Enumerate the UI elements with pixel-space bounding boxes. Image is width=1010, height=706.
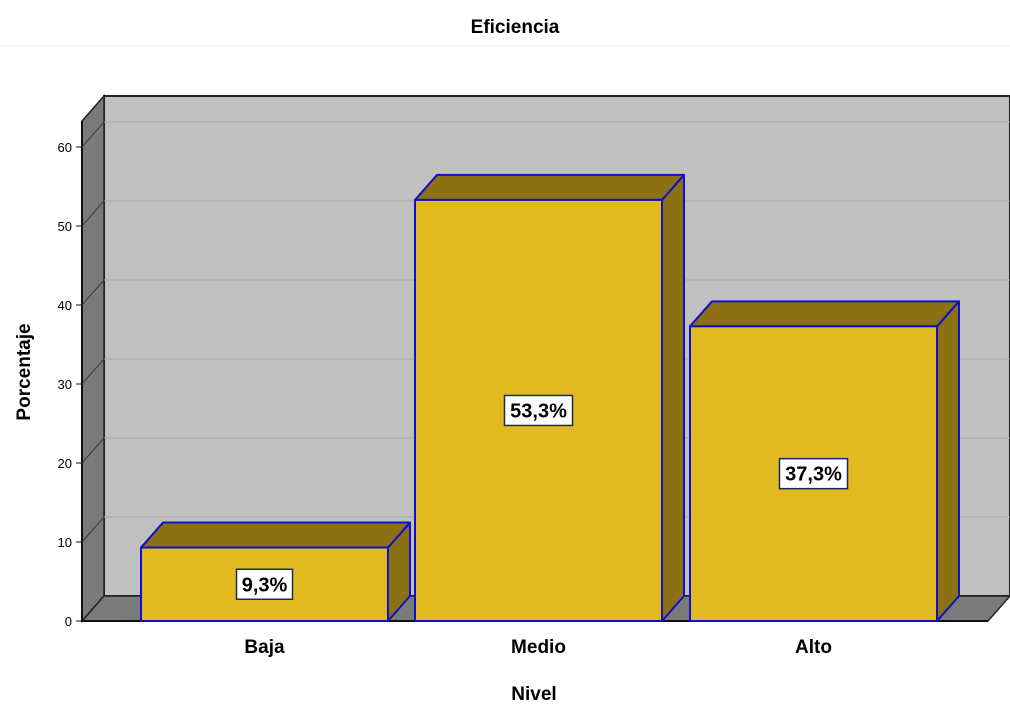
x-category-label: Medio bbox=[511, 637, 566, 658]
bar-baja: 9,3% bbox=[140, 521, 411, 623]
bar-medio: 53,3% bbox=[414, 173, 685, 622]
y-tick-label: 40 bbox=[58, 298, 72, 313]
gridline-wall bbox=[81, 437, 105, 464]
y-tick-label: 60 bbox=[58, 140, 72, 155]
gridline-wall bbox=[81, 358, 105, 385]
bar-alto: 37,3% bbox=[689, 300, 960, 622]
gridline-wall bbox=[81, 121, 105, 148]
data-label-box bbox=[503, 394, 574, 427]
chart-title: Eficiencia bbox=[471, 17, 560, 38]
plot-left-wall bbox=[81, 94, 105, 623]
gridline-wall bbox=[81, 516, 105, 543]
bar-top bbox=[140, 521, 411, 549]
x-category-label: Baja bbox=[244, 637, 285, 658]
y-tick-label: 30 bbox=[58, 377, 72, 392]
data-label-box bbox=[235, 568, 294, 601]
data-label: 37,3% bbox=[785, 464, 842, 486]
data-label: 53,3% bbox=[510, 400, 567, 422]
bar-side bbox=[661, 173, 685, 622]
bar-side bbox=[936, 300, 960, 622]
y-tick-label: 20 bbox=[58, 456, 72, 471]
data-label: 9,3% bbox=[242, 574, 288, 596]
bars: 9,3% 53,3% 37,3% bbox=[140, 173, 960, 623]
x-category-label: Alto bbox=[795, 637, 832, 658]
x-axis-title: Nivel bbox=[511, 684, 556, 705]
y-axis-title: Porcentaje bbox=[14, 323, 35, 420]
x-axis-labels: Baja Medio Alto bbox=[244, 637, 832, 658]
bar-top bbox=[689, 300, 960, 328]
bar-top bbox=[414, 173, 685, 201]
gridline-wall bbox=[81, 200, 105, 227]
y-tick-label: 10 bbox=[58, 535, 72, 550]
gridline-wall bbox=[81, 279, 105, 306]
data-label-box bbox=[778, 457, 849, 490]
y-tick-label: 50 bbox=[58, 219, 72, 234]
y-tick-label: 0 bbox=[65, 614, 72, 629]
y-axis-ticks: 0 10 20 30 40 50 60 bbox=[58, 140, 82, 629]
